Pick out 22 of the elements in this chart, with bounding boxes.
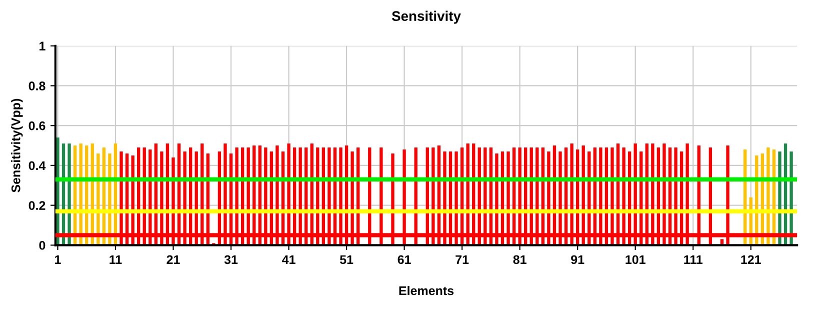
x-tick-label: 81 <box>513 255 526 264</box>
x-tick-label: 61 <box>398 255 411 264</box>
x-tick-label: 111 <box>684 255 702 264</box>
y-tick-label: 0 <box>39 240 46 250</box>
x-tick-label: 41 <box>282 255 296 264</box>
x-tick-label: 11 <box>110 255 122 264</box>
x-tick-label: 31 <box>224 255 238 264</box>
y-tick-label: 0.8 <box>28 82 46 90</box>
x-tick-label: 121 <box>741 255 761 264</box>
x-tick-label: 1 <box>55 255 61 264</box>
y-tick-label: 1 <box>40 42 46 50</box>
x-tick-label: 101 <box>626 255 646 264</box>
x-tick-label: 51 <box>340 255 354 264</box>
x-tick-label: 71 <box>456 255 469 264</box>
x-tick-label: 21 <box>166 255 180 264</box>
chart-title: Sensitivity <box>392 10 461 24</box>
y-axis-title: Sensitivity(Vpp) <box>11 98 23 192</box>
y-tick-label: 0.6 <box>28 121 46 130</box>
x-tick-label: 91 <box>571 255 584 264</box>
y-tick-label: 0.2 <box>28 201 46 210</box>
x-axis-title: Elements <box>399 286 454 296</box>
y-tick-label: 0.4 <box>28 161 46 170</box>
